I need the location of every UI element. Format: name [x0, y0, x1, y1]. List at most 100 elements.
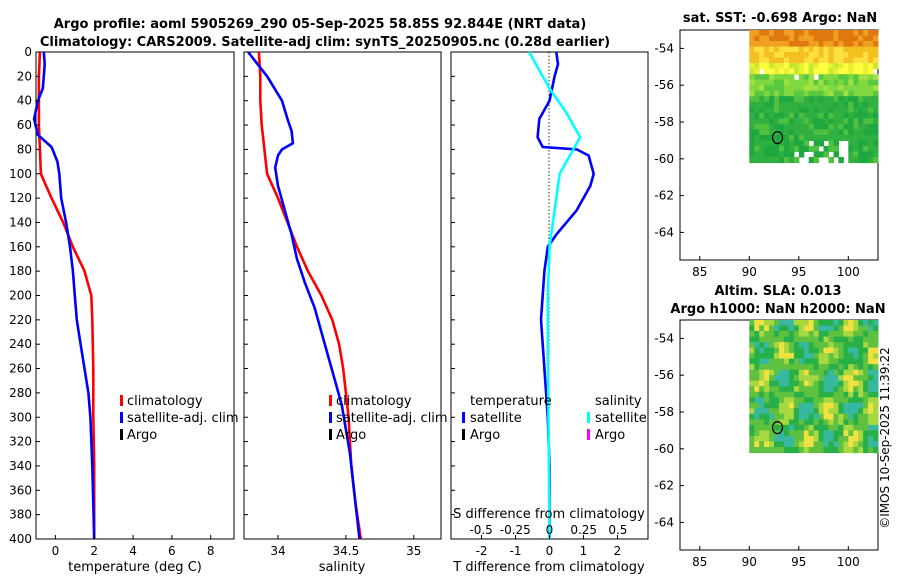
heatmap-cell [779, 342, 785, 349]
heatmap-cell [858, 96, 864, 103]
heatmap-cell [813, 369, 820, 376]
heatmap-cell [774, 123, 780, 130]
heatmap-cell [749, 68, 755, 75]
heatmap-cell [838, 353, 844, 360]
heatmap-cell [754, 85, 760, 92]
map-y-tick-label: -58 [654, 405, 674, 419]
heatmap-cell [779, 441, 785, 448]
heatmap-cell [759, 424, 765, 431]
heatmap-cell [823, 408, 829, 415]
heatmap-cell [784, 402, 790, 409]
heatmap-cell [774, 46, 780, 53]
heatmap-cell [838, 134, 844, 141]
heatmap-cell [858, 325, 864, 332]
heatmap-cell [788, 447, 795, 454]
heatmap-cell [808, 118, 815, 125]
heatmap-cell [858, 63, 864, 70]
heatmap-cell [793, 79, 800, 86]
heatmap-cell [873, 101, 879, 108]
heatmap-cell [754, 402, 760, 409]
heatmap-cell [823, 331, 829, 338]
heatmap-cell [784, 90, 790, 97]
series-line-temperature-satellite [536, 51, 596, 539]
heatmap-cell [803, 52, 810, 59]
heatmap-cell [868, 413, 874, 420]
heatmap-cell [873, 397, 879, 404]
heatmap-cell [788, 364, 795, 371]
heatmap-cell [759, 157, 765, 164]
heatmap-cell [803, 320, 810, 327]
heatmap-cell [843, 386, 849, 393]
heatmap-cell [858, 358, 864, 365]
sla-map-title: Altim. SLA: 0.013 [715, 284, 842, 299]
heatmap-cell [848, 386, 854, 393]
heatmap-cell [788, 380, 795, 387]
heatmap-cell [858, 57, 864, 64]
heatmap-cell [813, 331, 820, 338]
heatmap-cell [848, 68, 854, 75]
heatmap-cell [764, 63, 770, 70]
heatmap-cell [828, 342, 834, 349]
heatmap-cell [798, 68, 805, 75]
heatmap-cell [833, 353, 839, 360]
heatmap-cell [858, 342, 864, 349]
map-y-tick-label: -64 [654, 225, 674, 239]
heatmap-cell [818, 336, 825, 343]
heatmap-cell [818, 380, 825, 387]
map-y-tick-label: -64 [654, 515, 674, 529]
heatmap-cell [858, 424, 864, 431]
map-x-tick-label: 85 [692, 265, 707, 279]
heatmap-cell [798, 134, 805, 141]
heatmap-cell [868, 157, 874, 164]
heatmap-cell [868, 353, 874, 360]
heatmap-cell [798, 129, 805, 136]
heatmap-cell [754, 369, 760, 376]
heatmap-cell [784, 358, 790, 365]
heatmap-cell [754, 96, 760, 103]
heatmap-cell [808, 347, 815, 354]
heatmap-cell [848, 63, 854, 70]
heatmap-cell [793, 430, 800, 437]
heatmap-cell [779, 336, 785, 343]
heatmap-cell [749, 331, 755, 338]
heatmap-cell [833, 118, 839, 125]
heatmap-cell [848, 430, 854, 437]
heatmap-cell [754, 336, 760, 343]
heatmap-cell [754, 63, 760, 70]
heatmap-cell [784, 63, 790, 70]
heatmap-cell [863, 391, 869, 398]
heatmap-cell [769, 79, 775, 86]
heatmap-cell [749, 402, 755, 409]
heatmap-cell [808, 358, 815, 365]
x-tick-label: 6 [168, 544, 176, 558]
heatmap-cell [873, 112, 879, 119]
heatmap-cell [843, 369, 849, 376]
heatmap-cell [868, 74, 874, 81]
heatmap-cell [798, 320, 805, 327]
x-tick-label: 34 [270, 544, 285, 558]
sla-heatmap-cells [749, 320, 879, 454]
heatmap-cell [784, 447, 790, 454]
heatmap-cell [858, 41, 864, 48]
heatmap-cell [788, 112, 795, 119]
heatmap-cell [788, 413, 795, 420]
heatmap-cell [868, 85, 874, 92]
heatmap-cell [873, 107, 879, 114]
heatmap-cell [833, 424, 839, 431]
heatmap-cell [833, 397, 839, 404]
heatmap-cell [828, 435, 834, 442]
depth-tick-label: 220 [9, 313, 32, 327]
heatmap-cell [749, 347, 755, 354]
heatmap-cell [853, 134, 859, 141]
heatmap-cell [803, 101, 810, 108]
heatmap-cell [823, 107, 829, 114]
heatmap-cell [803, 63, 810, 70]
heatmap-cell [784, 347, 790, 354]
heatmap-cell [803, 112, 810, 119]
heatmap-cell [848, 408, 854, 415]
upper-tick-label: 0 [546, 523, 554, 537]
heatmap-cell [788, 57, 795, 64]
heatmap-cell [863, 151, 869, 158]
heatmap-cell [769, 41, 775, 48]
heatmap-cell [774, 129, 780, 136]
